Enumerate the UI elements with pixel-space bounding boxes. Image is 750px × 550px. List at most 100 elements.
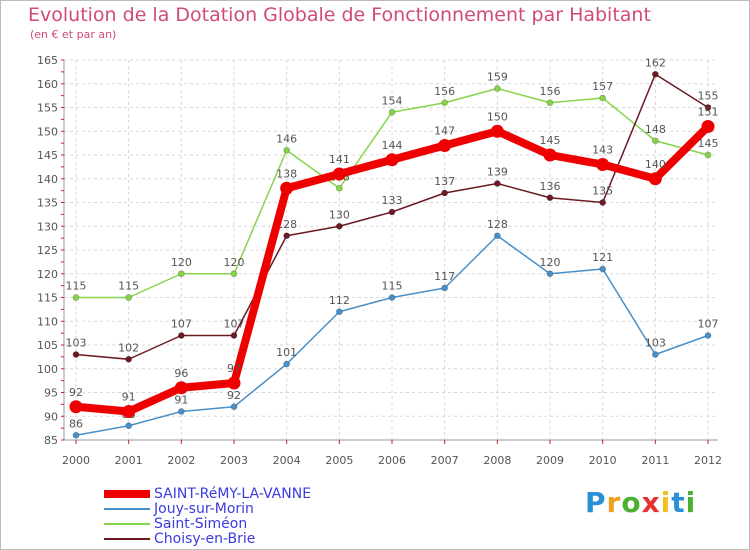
data-point [651, 351, 659, 358]
data-point [441, 284, 449, 292]
data-label: 162 [645, 56, 666, 69]
y-tick-label: 135 [37, 197, 58, 210]
data-point [72, 351, 80, 358]
data-label: 157 [592, 80, 613, 93]
data-point [125, 294, 133, 301]
data-point [177, 408, 185, 415]
data-point [441, 99, 449, 107]
data-point [335, 222, 343, 230]
legend-label-jouy: Jouy-sur-Morin [154, 500, 254, 517]
data-label: 102 [118, 341, 139, 354]
data-label: 107 [224, 318, 245, 331]
data-label: 92 [227, 389, 241, 402]
legend-item-choisy: Choisy-en-Brie [104, 530, 311, 547]
logo-letter: i [685, 486, 697, 519]
legend-swatch-saint-simeon [104, 522, 150, 525]
data-point [69, 400, 83, 414]
data-point [388, 294, 396, 301]
data-label: 96 [174, 367, 188, 380]
legend-swatch-saint-remy [104, 489, 150, 498]
data-point [493, 85, 501, 92]
data-label: 145 [540, 134, 561, 147]
data-label: 121 [592, 251, 613, 264]
y-tick-label: 150 [37, 125, 58, 138]
data-point [438, 139, 452, 152]
data-point [388, 108, 396, 116]
data-point [177, 270, 185, 278]
legend-label-saint-simeon: Saint-Siméon [154, 515, 248, 532]
y-tick-label: 155 [37, 102, 58, 115]
logo-letter: o [621, 486, 642, 519]
y-tick-label: 115 [37, 292, 58, 305]
data-label: 139 [487, 166, 508, 179]
data-point [283, 146, 291, 154]
series-saint-r-my-la-vanne: 92 91 96 97 138 141 144 147 150 145 143 140 151 [69, 106, 719, 418]
data-point [332, 167, 346, 181]
data-point [230, 332, 238, 339]
data-label: 147 [434, 125, 455, 138]
data-point [230, 270, 238, 278]
data-label: 120 [171, 256, 192, 269]
legend-label-saint-remy: SAINT-RéMY-LA-VANNE [154, 485, 312, 502]
data-point [596, 158, 610, 171]
data-label: 144 [382, 139, 403, 152]
logo-letter: P [585, 486, 607, 519]
data-label: 128 [487, 218, 508, 231]
data-label: 97 [227, 362, 241, 375]
data-label: 145 [698, 137, 719, 150]
x-tick-label: 2000 [62, 454, 90, 467]
data-point [701, 120, 715, 133]
legend-label-choisy: Choisy-en-Brie [154, 530, 256, 547]
data-point [546, 194, 554, 202]
data-point [704, 332, 712, 339]
data-label: 151 [698, 106, 719, 119]
data-label: 120 [224, 256, 245, 269]
data-point [546, 99, 554, 107]
data-label: 133 [382, 194, 403, 207]
data-point [125, 355, 133, 363]
data-point [227, 376, 241, 390]
data-label: 143 [592, 144, 613, 157]
data-point [493, 180, 501, 187]
data-label: 136 [540, 180, 561, 193]
x-tick-label: 2006 [378, 454, 406, 467]
x-tick-label: 2010 [589, 454, 617, 467]
series-jouy-sur-morin: 86889192101112115117128120121103107 [69, 218, 719, 439]
legend-item-jouy: Jouy-sur-Morin [104, 500, 311, 517]
data-point [125, 422, 133, 430]
logo-letter: i [660, 486, 672, 519]
data-label: 138 [276, 167, 297, 180]
y-tick-label: 165 [37, 54, 58, 67]
data-point [441, 189, 449, 197]
logo-letter: r [606, 486, 622, 519]
data-label: 91 [174, 394, 188, 407]
data-point [704, 104, 712, 111]
data-label: 115 [382, 280, 403, 293]
x-tick-label: 2008 [483, 454, 511, 467]
data-label: 117 [434, 270, 455, 283]
data-label: 92 [69, 386, 83, 399]
data-point [648, 172, 662, 186]
data-label: 154 [382, 94, 403, 107]
data-label: 140 [645, 158, 666, 171]
logo-letter: x [641, 486, 661, 519]
y-tick-label: 140 [37, 173, 58, 186]
data-point [72, 431, 80, 439]
y-tick-label: 95 [44, 387, 58, 400]
data-label: 91 [122, 391, 136, 404]
legend-swatch-choisy [104, 537, 150, 540]
data-label: 130 [329, 208, 350, 221]
y-tick-label: 105 [37, 339, 58, 352]
data-point [335, 308, 343, 316]
data-point [122, 405, 136, 418]
x-tick-label: 2004 [273, 454, 301, 467]
x-tick-label: 2012 [694, 454, 722, 467]
legend-item-saint-simeon: Saint-Siméon [104, 515, 311, 532]
data-point [493, 232, 501, 240]
data-label: 120 [540, 256, 561, 269]
data-label: 107 [171, 318, 192, 331]
data-point [177, 332, 185, 339]
data-label: 86 [69, 417, 83, 430]
x-tick-label: 2007 [431, 454, 459, 467]
